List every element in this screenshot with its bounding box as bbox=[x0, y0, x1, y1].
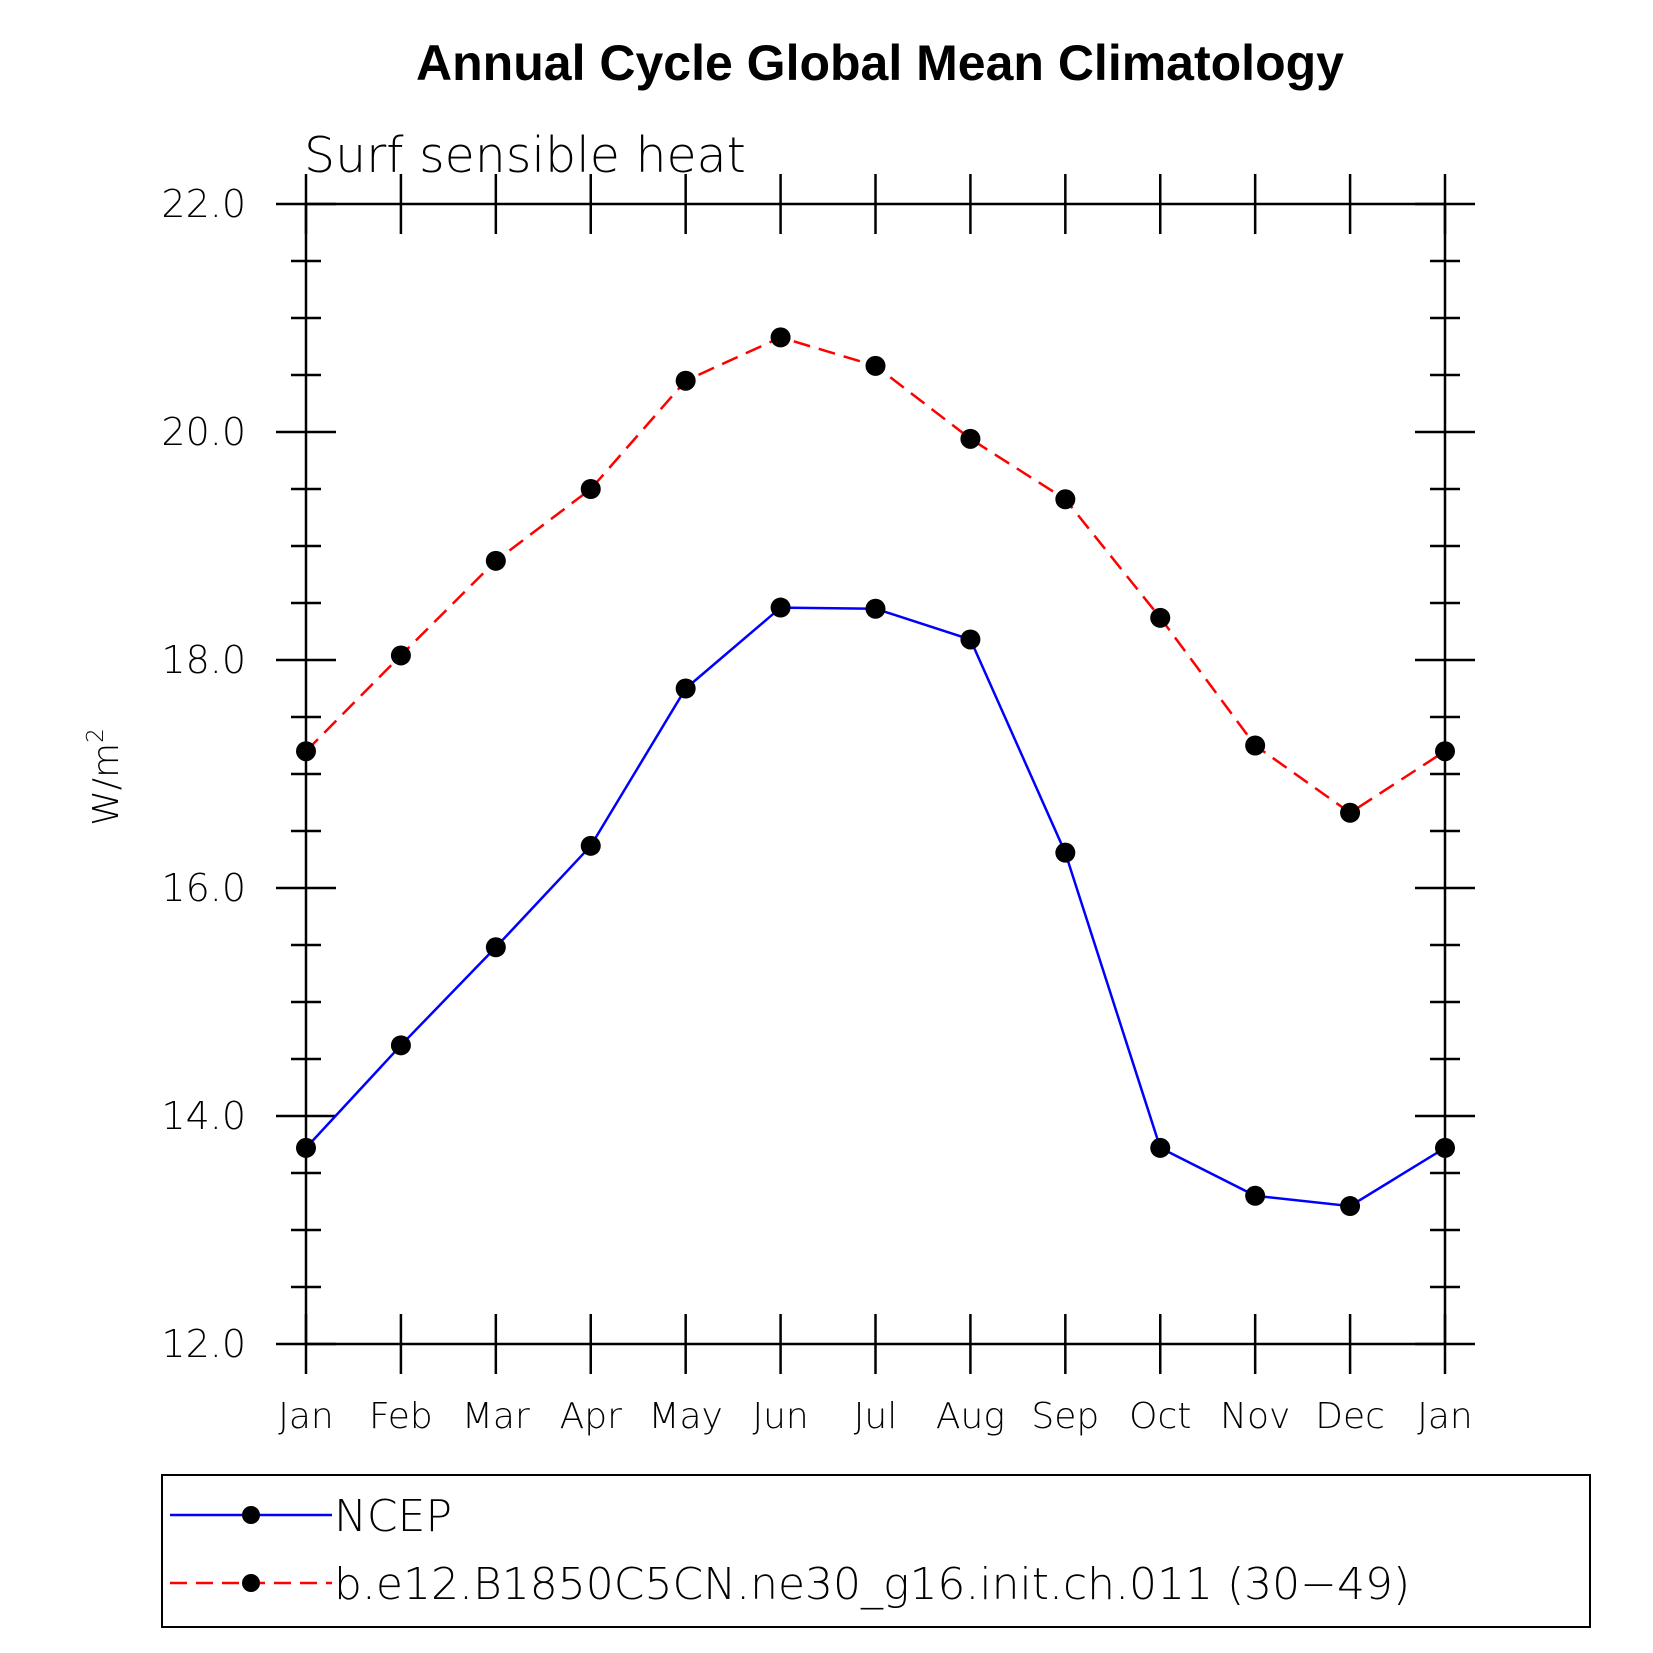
chart-title: Annual Cycle Global Mean Climatology bbox=[416, 35, 1344, 91]
x-tick-label: Oct bbox=[1129, 1396, 1191, 1437]
x-tick-label: Jan bbox=[1417, 1396, 1473, 1437]
legend-marker-ncep bbox=[242, 1506, 260, 1524]
series-0-point bbox=[1055, 842, 1076, 863]
series-0-point bbox=[960, 629, 981, 650]
y-tick-label: 12.0 bbox=[161, 1322, 246, 1366]
y-tick-label: 14.0 bbox=[161, 1094, 246, 1138]
series-1-point bbox=[1150, 607, 1171, 628]
series-1-point bbox=[770, 327, 791, 348]
series-0-point bbox=[390, 1035, 411, 1056]
axis-ticks bbox=[276, 174, 1475, 1374]
y-tick-labels: 12.0 14.0 16.0 18.0 20.0 22.0 bbox=[161, 182, 246, 1366]
series-0-point bbox=[1150, 1137, 1171, 1158]
series-1-point bbox=[580, 479, 601, 499]
series-0-point bbox=[770, 597, 791, 618]
legend-label-ncep: NCEP bbox=[334, 1491, 452, 1542]
series-0-point bbox=[1340, 1196, 1361, 1217]
x-tick-label: Nov bbox=[1220, 1396, 1290, 1437]
x-tick-label: Dec bbox=[1315, 1396, 1385, 1437]
series-0-point bbox=[580, 835, 601, 856]
series-0-point bbox=[485, 937, 506, 958]
series-1-point bbox=[675, 370, 696, 391]
series-line-1 bbox=[305, 336, 1446, 815]
series-markers bbox=[296, 327, 1455, 1217]
x-tick-label: Jan bbox=[278, 1396, 334, 1437]
legend: NCEP b.e12.B1850C5CN.ne30_g16.init.ch.01… bbox=[161, 1474, 1591, 1628]
x-tick-label: Aug bbox=[936, 1396, 1005, 1437]
series-1-point bbox=[390, 645, 411, 666]
series-1-point bbox=[1055, 489, 1076, 510]
series-1-point bbox=[296, 741, 316, 762]
series-0-point bbox=[1245, 1185, 1266, 1206]
series-1-point bbox=[1340, 802, 1361, 823]
series-1-point bbox=[960, 428, 981, 449]
series-line-0 bbox=[305, 606, 1446, 1208]
legend-marker-model bbox=[242, 1574, 260, 1592]
x-tick-label: Feb bbox=[369, 1396, 433, 1437]
y-axis-label-unit: W/m bbox=[86, 743, 127, 826]
legend-box bbox=[161, 1474, 1591, 1628]
y-axis-label: W/m2 bbox=[83, 728, 127, 825]
y-tick-label: 20.0 bbox=[161, 410, 246, 454]
y-tick-label: 18.0 bbox=[161, 638, 246, 682]
x-tick-label: Jun bbox=[752, 1396, 808, 1437]
series-0-point bbox=[675, 678, 696, 699]
x-tick-label: Apr bbox=[560, 1396, 622, 1437]
series-1-point bbox=[485, 550, 506, 571]
x-tick-label: Mar bbox=[462, 1396, 530, 1437]
x-tick-labels: Jan Feb Mar Apr May Jun Jul Aug Sep Oct Nov Dec Jan bbox=[278, 1396, 1473, 1437]
x-tick-label: Jul bbox=[854, 1396, 897, 1437]
x-tick-label: Sep bbox=[1031, 1396, 1099, 1437]
y-tick-label: 16.0 bbox=[161, 866, 246, 910]
x-tick-label: May bbox=[648, 1396, 722, 1437]
series-lines bbox=[305, 336, 1446, 1208]
chart-subtitle: Surf sensible heat bbox=[304, 127, 746, 184]
series-0-point bbox=[865, 598, 886, 619]
y-tick-label: 22.0 bbox=[161, 182, 246, 226]
y-axis-label-superscript: 2 bbox=[83, 728, 109, 743]
series-1-point bbox=[1245, 735, 1266, 756]
series-1-point bbox=[1435, 741, 1455, 762]
series-1-point bbox=[865, 355, 886, 376]
series-0-point bbox=[296, 1137, 316, 1158]
series-0-point bbox=[1435, 1137, 1455, 1158]
legend-label-model: b.e12.B1850C5CN.ne30_g16.init.ch.011 (30… bbox=[334, 1559, 1410, 1610]
